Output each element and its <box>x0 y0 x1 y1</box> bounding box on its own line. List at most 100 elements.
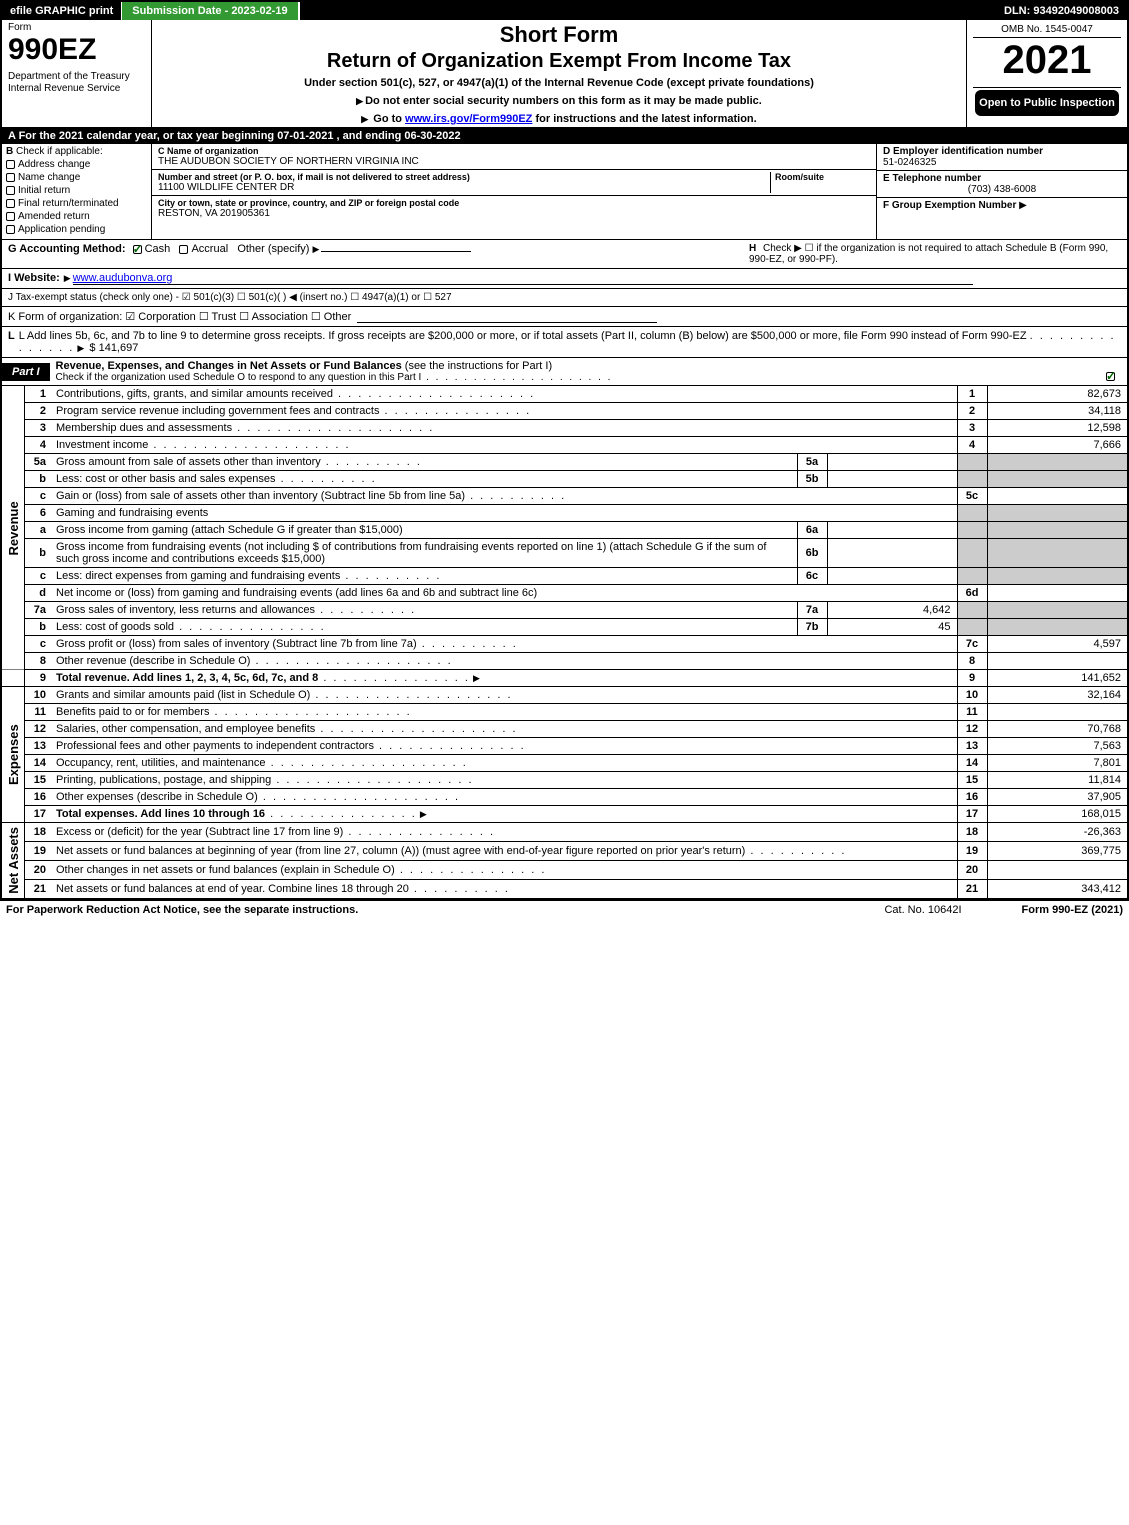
title-return-exempt: Return of Organization Exempt From Incom… <box>158 50 960 73</box>
irs-link[interactable]: www.irs.gov/Form990EZ <box>405 113 532 125</box>
cash-label: Cash <box>145 243 171 255</box>
section-a: A For the 2021 calendar year, or tax yea… <box>2 128 1127 144</box>
checkbox-cash[interactable] <box>133 245 142 254</box>
checkbox-initial-return[interactable] <box>6 186 15 195</box>
part-i-title: Revenue, Expenses, and Changes in Net As… <box>50 358 1127 385</box>
phone-label: E Telephone number <box>883 173 1121 184</box>
efile-graphic-label: efile GRAPHIC print <box>2 2 122 20</box>
line-18: Net Assets 18Excess or (deficit) for the… <box>2 823 1127 842</box>
sec-h-text: Check ▶ ☐ if the organization is not req… <box>749 243 1108 265</box>
chk-label: Final return/terminated <box>18 198 119 209</box>
other-org-input[interactable] <box>357 310 657 323</box>
line-3: 3Membership dues and assessments 312,598 <box>2 420 1127 437</box>
form-label: Form <box>8 22 145 33</box>
line-6d: dNet income or (loss) from gaming and fu… <box>2 585 1127 602</box>
checkbox-name-change[interactable] <box>6 173 15 182</box>
page-footer: For Paperwork Reduction Act Notice, see … <box>0 901 1129 919</box>
line-5c: cGain or (loss) from sale of assets othe… <box>2 488 1127 505</box>
sec-k-text: K Form of organization: ☑ Corporation ☐ … <box>8 310 351 323</box>
checkbox-schedule-o[interactable] <box>1106 372 1115 381</box>
sections-b-to-f: B Check if applicable: Address change Na… <box>2 144 1127 240</box>
checkbox-final-return[interactable] <box>6 199 15 208</box>
line-13: 13Professional fees and other payments t… <box>2 738 1127 755</box>
line-14: 14Occupancy, rent, utilities, and mainte… <box>2 755 1127 772</box>
checkbox-app-pending[interactable] <box>6 225 15 234</box>
ein-label: D Employer identification number <box>883 146 1121 157</box>
arrow-icon <box>77 342 86 354</box>
line-7a: 7aGross sales of inventory, less returns… <box>2 602 1127 619</box>
website-link[interactable]: www.audubonva.org <box>73 272 973 285</box>
street-label: Number and street (or P. O. box, if mail… <box>158 172 770 182</box>
group-exempt-label: F Group Exemption Number <box>883 200 1016 211</box>
part-i-lines: Revenue 1Contributions, gifts, grants, a… <box>2 386 1127 899</box>
other-label: Other (specify) <box>237 243 309 255</box>
goto-pre: Go to <box>373 113 405 125</box>
line-1: Revenue 1Contributions, gifts, grants, a… <box>2 386 1127 403</box>
chk-label: Address change <box>18 159 90 170</box>
section-j: J Tax-exempt status (check only one) - ☑… <box>2 289 1127 307</box>
line-5a: 5aGross amount from sale of assets other… <box>2 454 1127 471</box>
form-number-cell: Form 990EZ Department of the Treasury In… <box>2 20 152 127</box>
line-15: 15Printing, publications, postage, and s… <box>2 772 1127 789</box>
section-l: L L Add lines 5b, 6c, and 7b to line 9 t… <box>2 327 1127 358</box>
dept-treasury: Department of the Treasury Internal Reve… <box>8 71 145 95</box>
form-ref: Form 990-EZ (2021) <box>1022 904 1123 916</box>
cat-number: Cat. No. 10642I <box>884 904 961 916</box>
subtitle-ssn-warning: Do not enter social security numbers on … <box>158 95 960 107</box>
chk-label: Initial return <box>18 185 70 196</box>
pra-notice: For Paperwork Reduction Act Notice, see … <box>6 904 884 916</box>
form-header: Form 990EZ Department of the Treasury In… <box>2 20 1127 128</box>
street-value: 11100 WILDLIFE CENTER DR <box>158 182 770 193</box>
title-short-form: Short Form <box>158 22 960 48</box>
arrow-icon <box>64 272 73 285</box>
arrow-icon <box>313 243 322 255</box>
line-2: 2Program service revenue including gover… <box>2 403 1127 420</box>
line-21: 21Net assets or fund balances at end of … <box>2 879 1127 898</box>
line-7b: bLess: cost of goods sold 7b45 <box>2 619 1127 636</box>
sec-i-label: I Website: <box>8 272 60 285</box>
submission-date-text: Submission Date - 2023-02-19 <box>132 5 287 17</box>
chk-label: Name change <box>18 172 80 183</box>
other-specify-input[interactable] <box>321 251 471 252</box>
line-6a: aGross income from gaming (attach Schedu… <box>2 522 1127 539</box>
open-public-badge: Open to Public Inspection <box>975 90 1119 116</box>
chk-label: Application pending <box>18 224 105 235</box>
section-g-h: G Accounting Method: Cash Accrual Other … <box>2 240 1127 269</box>
section-h: H Check ▶ ☐ if the organization is not r… <box>741 243 1121 265</box>
arrow-icon <box>361 113 370 125</box>
tax-year: 2021 <box>973 38 1121 88</box>
submission-date-badge: Submission Date - 2023-02-19 <box>122 2 299 20</box>
part-i-note: Check if the organization used Schedule … <box>56 372 1121 383</box>
line-11: 11Benefits paid to or for members11 <box>2 704 1127 721</box>
ein-value: 51-0246325 <box>883 157 1121 168</box>
top-spacer <box>300 2 996 20</box>
form-number: 990EZ <box>8 33 145 67</box>
checkbox-accrual[interactable] <box>179 245 188 254</box>
org-name: THE AUDUBON SOCIETY OF NORTHERN VIRGINIA… <box>158 156 870 167</box>
form-right-col: OMB No. 1545-0047 2021 Open to Public In… <box>967 20 1127 127</box>
sec-j-text: J Tax-exempt status (check only one) - ☑… <box>8 292 452 303</box>
line-19: 19Net assets or fund balances at beginni… <box>2 841 1127 860</box>
city-value: RESTON, VA 201905361 <box>158 208 870 219</box>
chk-label: Amended return <box>18 211 90 222</box>
expenses-sidelabel: Expenses <box>2 687 24 823</box>
netassets-sidelabel: Net Assets <box>2 823 24 899</box>
line-6c: cLess: direct expenses from gaming and f… <box>2 568 1127 585</box>
line-20: 20Other changes in net assets or fund ba… <box>2 860 1127 879</box>
line-7c: cGross profit or (loss) from sales of in… <box>2 636 1127 653</box>
line-6: 6Gaming and fundraising events <box>2 505 1127 522</box>
part-i-tab: Part I <box>2 363 50 381</box>
form-title-block: Short Form Return of Organization Exempt… <box>152 20 967 127</box>
revenue-sidelabel: Revenue <box>2 386 24 670</box>
dln-label: DLN: 93492049008003 <box>996 2 1127 20</box>
line-4: 4Investment income 47,666 <box>2 437 1127 454</box>
subtitle-goto: Go to www.irs.gov/Form990EZ for instruct… <box>158 113 960 125</box>
line-8: 8Other revenue (describe in Schedule O) … <box>2 653 1127 670</box>
checkbox-address-change[interactable] <box>6 160 15 169</box>
checkbox-amended[interactable] <box>6 212 15 221</box>
section-b: B Check if applicable: Address change Na… <box>2 144 152 239</box>
form-990ez-page: efile GRAPHIC print Submission Date - 20… <box>0 0 1129 901</box>
section-i: I Website: www.audubonva.org <box>2 269 1127 289</box>
accrual-label: Accrual <box>191 243 228 255</box>
sec-g-label: G Accounting Method: <box>8 243 126 255</box>
